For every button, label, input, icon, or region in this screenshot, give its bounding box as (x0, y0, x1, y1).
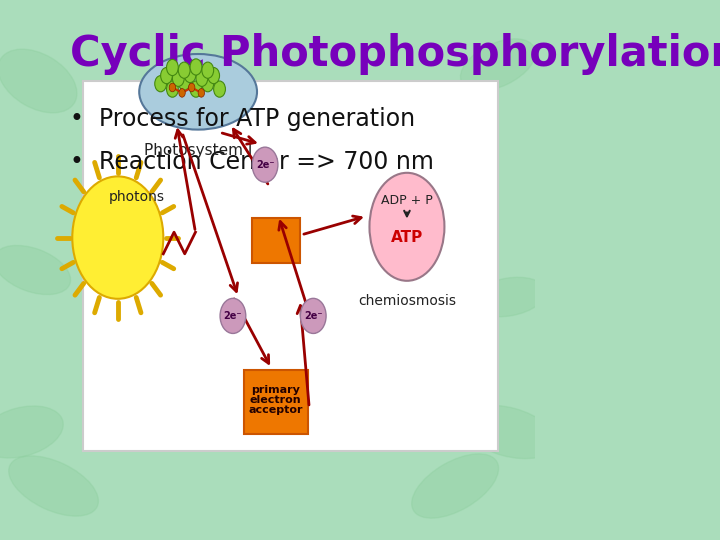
Text: 2e⁻: 2e⁻ (224, 311, 242, 321)
Ellipse shape (412, 454, 498, 518)
Ellipse shape (461, 39, 536, 91)
Ellipse shape (0, 406, 63, 458)
Ellipse shape (190, 81, 202, 97)
Ellipse shape (472, 277, 546, 317)
Ellipse shape (202, 76, 214, 92)
Ellipse shape (155, 76, 166, 92)
Text: chemiosmosis: chemiosmosis (358, 294, 456, 308)
Ellipse shape (172, 70, 184, 86)
Ellipse shape (166, 59, 179, 76)
Text: Cyclic Photophosphorylation: Cyclic Photophosphorylation (70, 33, 720, 75)
Ellipse shape (214, 81, 225, 97)
Text: acceptor: acceptor (248, 405, 303, 415)
Text: 2e⁻: 2e⁻ (304, 311, 323, 321)
Ellipse shape (72, 177, 163, 299)
Text: ADP + P: ADP + P (381, 194, 433, 207)
Ellipse shape (179, 89, 185, 97)
Ellipse shape (166, 81, 179, 97)
Ellipse shape (179, 62, 190, 78)
Ellipse shape (300, 298, 326, 333)
Ellipse shape (252, 147, 278, 183)
Text: Photosystem I: Photosystem I (144, 143, 252, 158)
Ellipse shape (190, 59, 202, 75)
Text: •  Process for ATP generation: • Process for ATP generation (70, 107, 415, 131)
Ellipse shape (0, 49, 77, 113)
Ellipse shape (189, 83, 195, 92)
Ellipse shape (184, 66, 196, 83)
Ellipse shape (202, 62, 214, 78)
Ellipse shape (198, 89, 204, 97)
Text: electron: electron (250, 395, 302, 405)
Text: ATP: ATP (391, 230, 423, 245)
Ellipse shape (196, 70, 208, 86)
FancyBboxPatch shape (252, 218, 300, 263)
Ellipse shape (369, 173, 444, 281)
Ellipse shape (462, 406, 556, 458)
Ellipse shape (0, 245, 71, 295)
Ellipse shape (139, 54, 257, 130)
Ellipse shape (208, 68, 220, 84)
Ellipse shape (161, 68, 172, 84)
FancyBboxPatch shape (244, 370, 307, 434)
Text: photons: photons (109, 190, 165, 204)
Ellipse shape (179, 74, 190, 90)
Ellipse shape (9, 456, 99, 516)
Text: •  Reaction Center => 700 nm: • Reaction Center => 700 nm (70, 150, 433, 174)
Ellipse shape (220, 298, 246, 333)
Text: 2e⁻: 2e⁻ (256, 160, 274, 170)
Ellipse shape (169, 83, 176, 92)
Text: primary: primary (251, 386, 300, 395)
FancyBboxPatch shape (83, 81, 498, 451)
